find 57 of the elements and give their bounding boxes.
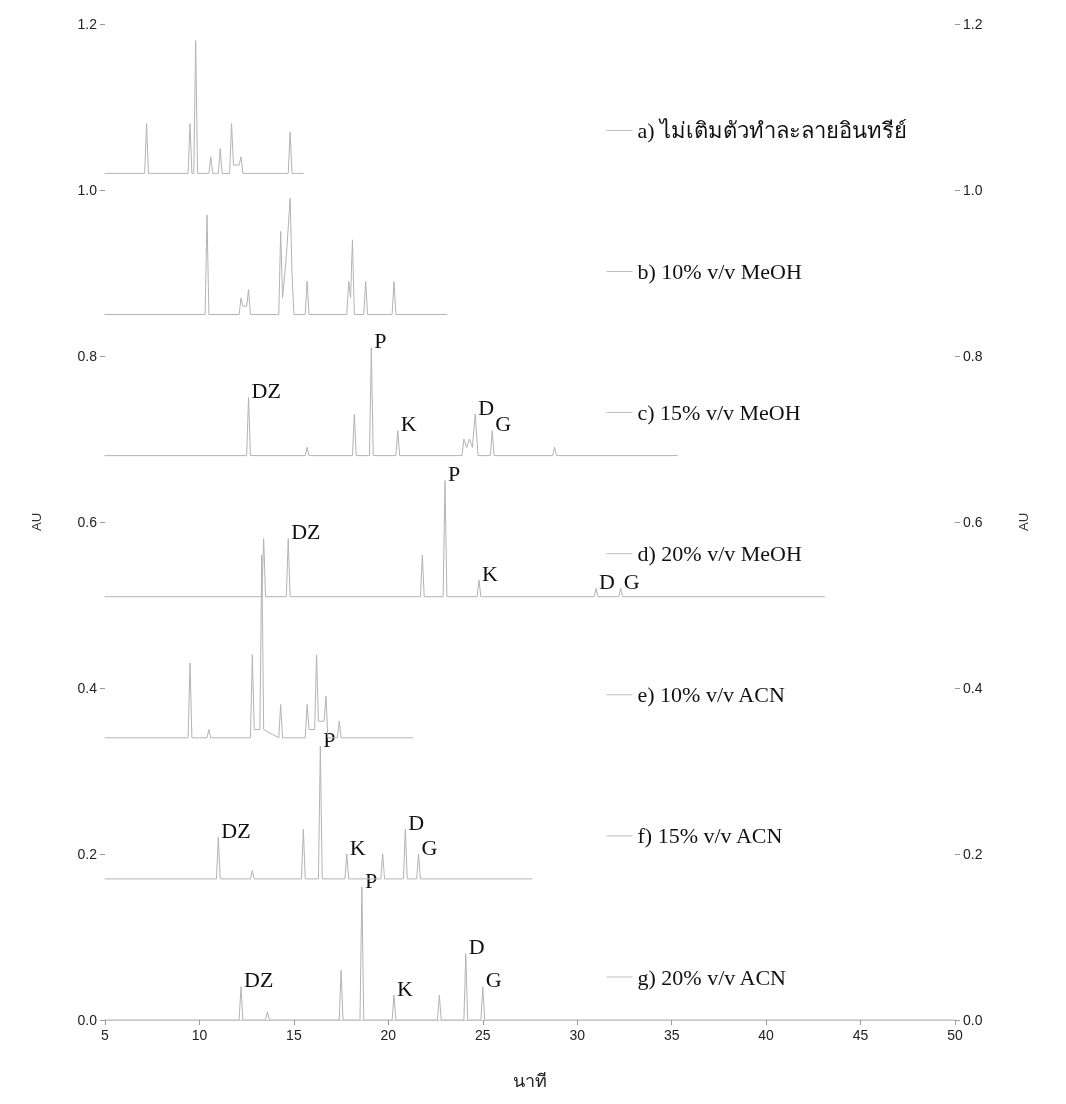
line-series xyxy=(104,40,304,174)
annotation: D xyxy=(599,568,615,594)
annotation: K xyxy=(400,411,417,437)
annotation: K xyxy=(349,834,366,860)
legend-label: b) 10% v/v MeOH xyxy=(637,259,802,284)
annotation: P xyxy=(323,726,336,752)
legend-label: a) ไม่เติมตัวทำละลายอินทรีย์ xyxy=(637,117,908,143)
legend-label: d) 20% v/v MeOH xyxy=(637,541,802,567)
y2-tick-label: 0.2 xyxy=(963,846,983,862)
y2-tick-label: 0.4 xyxy=(963,680,983,696)
y-tick-label: 0.0 xyxy=(77,1012,98,1028)
legend-label: f) 15% v/v ACN xyxy=(637,823,783,849)
x-tick-label: 45 xyxy=(852,1027,869,1043)
annotation: DZ xyxy=(251,378,281,403)
line-series xyxy=(104,197,448,315)
y2-tick-label: 1.2 xyxy=(963,16,983,32)
x-tick-label: 40 xyxy=(758,1027,775,1043)
annotation: D xyxy=(478,394,495,420)
y2-tick-label: 0.0 xyxy=(963,1012,983,1028)
y-tick-label: 0.6 xyxy=(77,514,98,530)
annotation: DZ xyxy=(291,519,321,545)
y-tick-label: 1.0 xyxy=(77,182,98,198)
y-axis-title: AU xyxy=(29,512,44,532)
annotation: DZ xyxy=(244,967,274,993)
y-tick-label: 0.8 xyxy=(77,348,98,364)
annotation: DZ xyxy=(221,817,251,843)
legend-label: g) 20% v/v ACN xyxy=(637,964,787,990)
annotation: P xyxy=(448,461,461,486)
line-series xyxy=(104,886,956,1021)
y2-axis-title: AU xyxy=(1016,512,1031,532)
x-tick-label: 35 xyxy=(663,1027,680,1043)
legend-label: e) 10% v/v ACN xyxy=(637,682,785,708)
y-tick-label: 0.2 xyxy=(77,846,98,862)
y-tick-label: 1.2 xyxy=(77,16,98,32)
annotation: K xyxy=(482,560,498,586)
x-tick-label: 50 xyxy=(947,1027,963,1043)
legend-label: c) 15% v/v MeOH xyxy=(637,400,801,426)
x-tick-label: 10 xyxy=(191,1027,208,1043)
x-tick-label: 20 xyxy=(380,1027,397,1043)
annotation: P xyxy=(374,328,387,354)
annotation: K xyxy=(397,975,413,1001)
y2-tick-label: 1.0 xyxy=(963,182,983,198)
x-axis-title: นาที xyxy=(513,1071,547,1091)
annotation: G xyxy=(421,834,438,860)
x-tick-label: 25 xyxy=(474,1027,491,1043)
y-tick-label: 0.4 xyxy=(77,680,98,696)
annotation: G xyxy=(485,967,502,993)
x-tick-label: 5 xyxy=(101,1027,110,1043)
x-tick-label: 30 xyxy=(569,1027,586,1043)
annotation: G xyxy=(495,411,512,437)
annotation: G xyxy=(623,568,640,594)
annotation: D xyxy=(468,934,485,960)
y2-tick-label: 0.6 xyxy=(963,514,983,530)
annotation: D xyxy=(408,809,425,835)
y2-tick-label: 0.8 xyxy=(963,348,983,364)
annotation: P xyxy=(364,867,378,893)
x-tick-label: 15 xyxy=(286,1027,302,1043)
